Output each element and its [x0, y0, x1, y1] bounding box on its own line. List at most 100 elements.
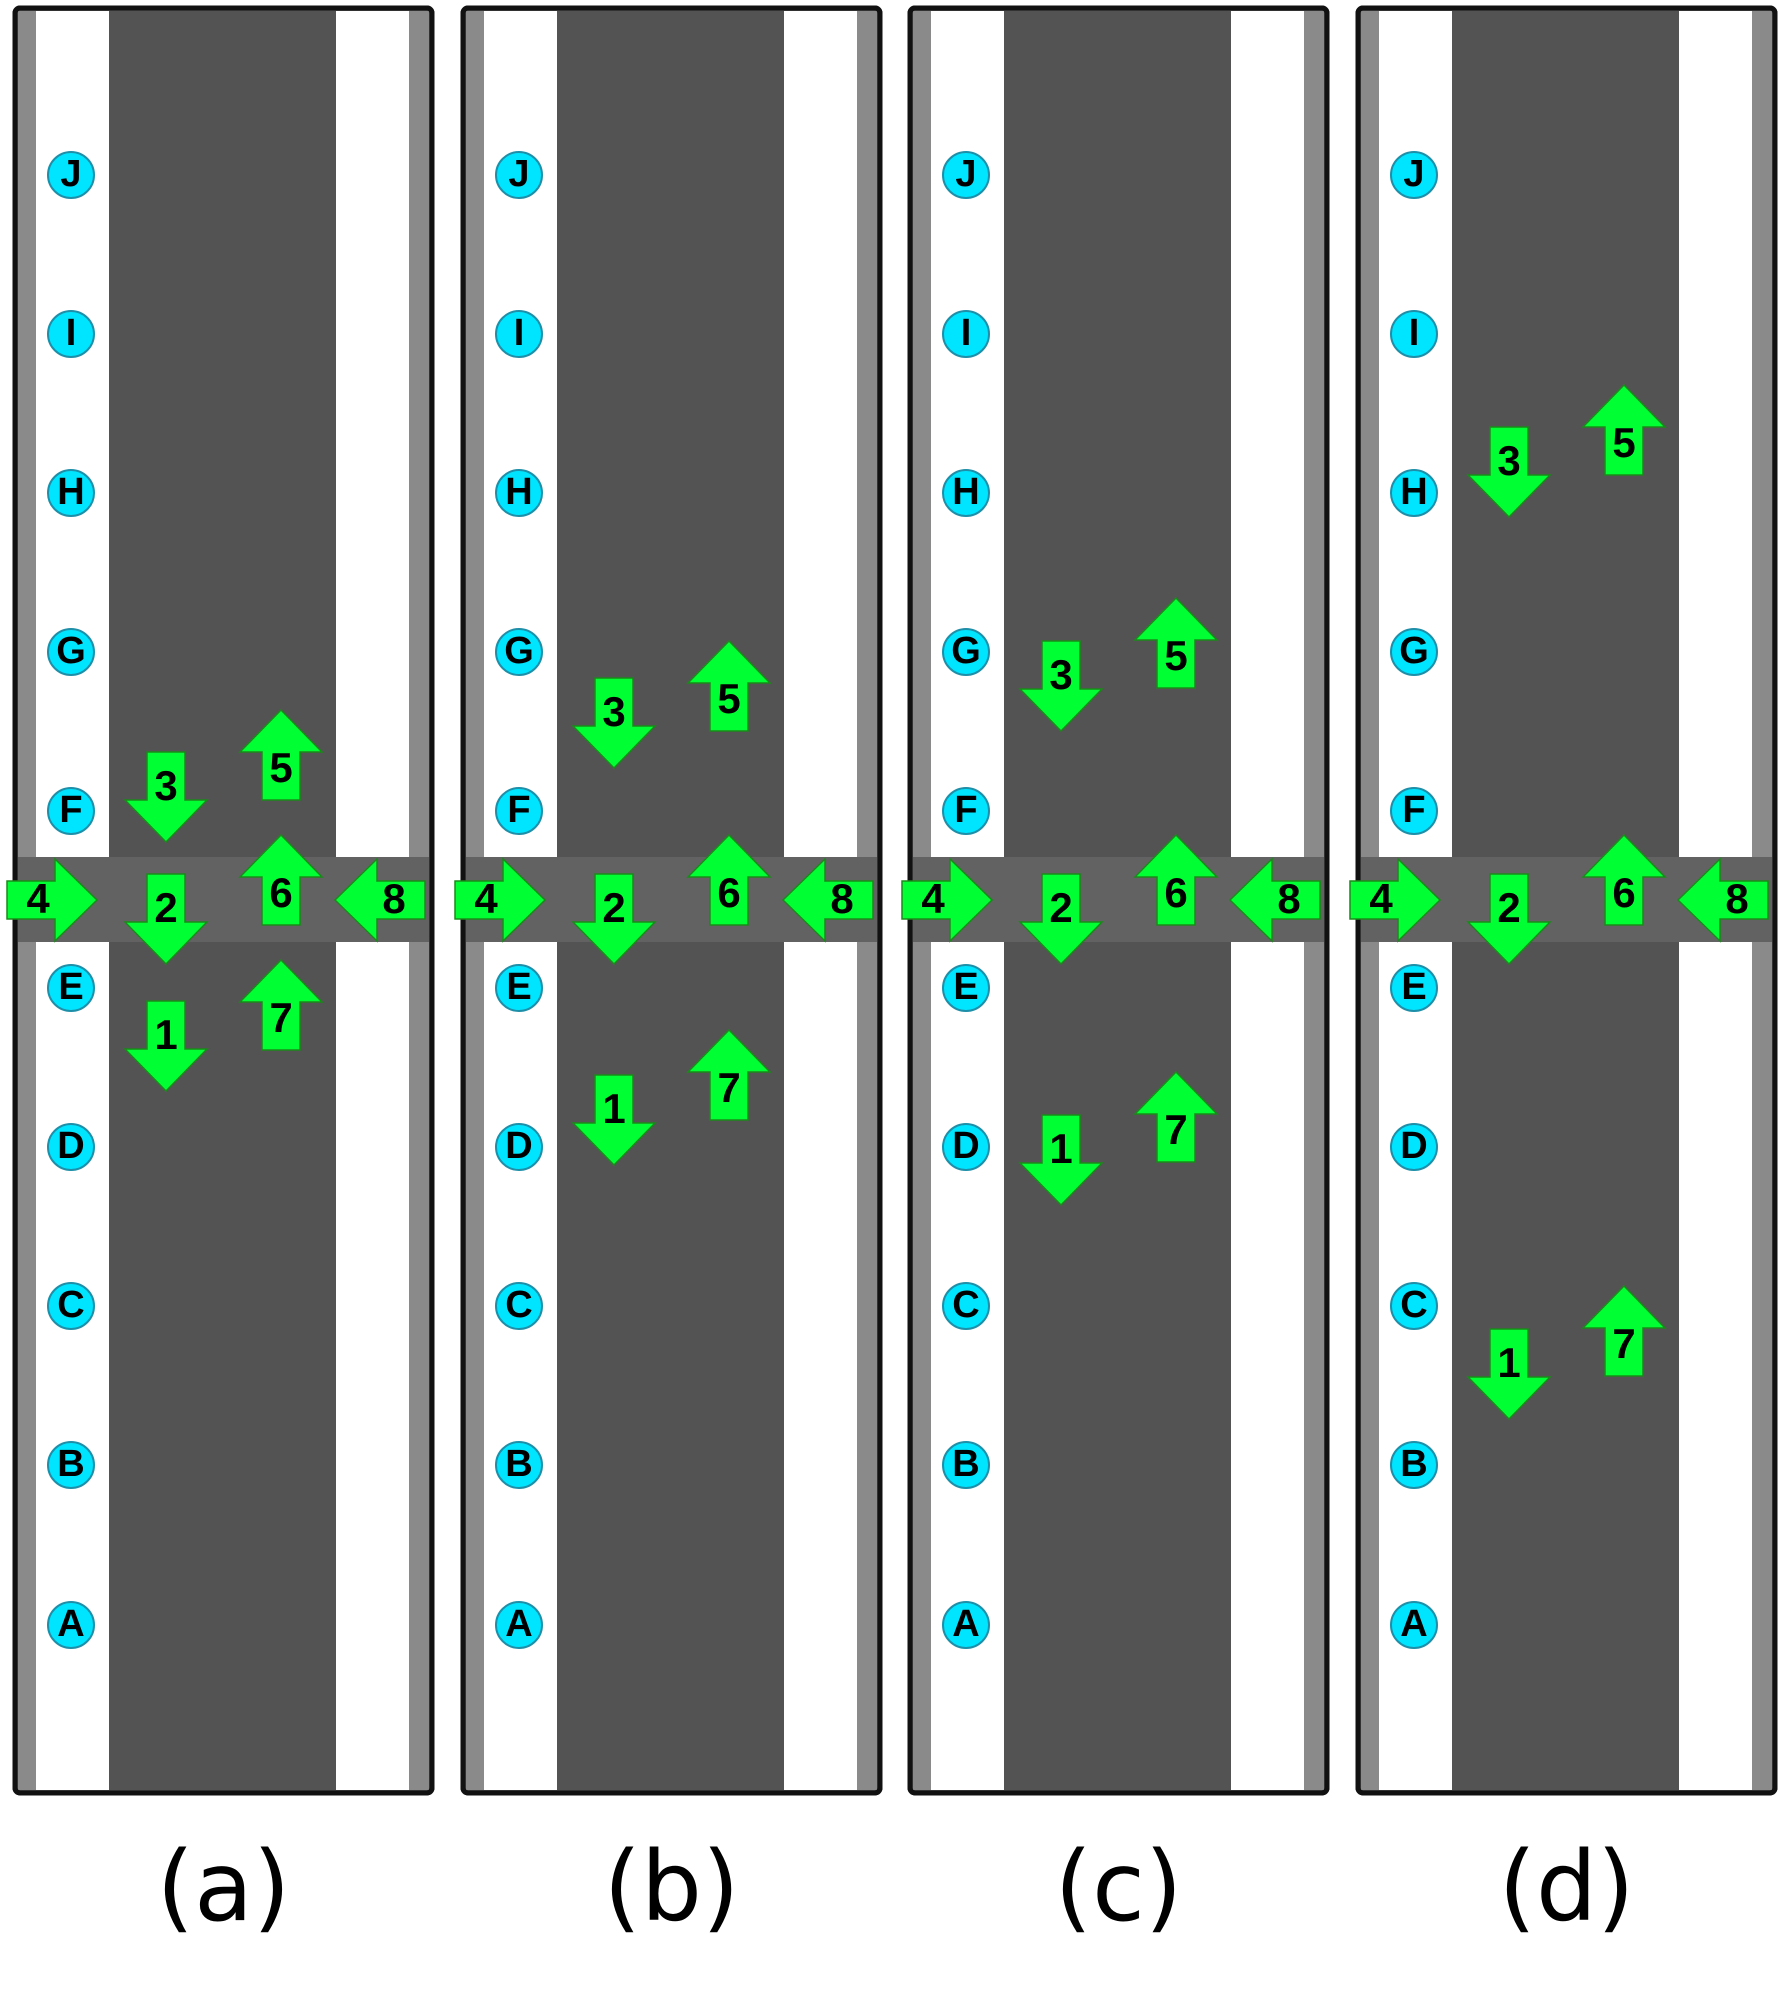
- marker-h: H: [495, 469, 543, 517]
- arrow-label: 4: [26, 875, 50, 922]
- arrow-1-down: 1: [1466, 1328, 1552, 1421]
- marker-f: F: [1390, 787, 1438, 835]
- marker-label: I: [961, 312, 972, 354]
- arrow-shape: [1581, 1284, 1667, 1377]
- arrow-shape: [238, 958, 324, 1051]
- arrow-label: 5: [269, 744, 292, 791]
- arrow-label: 5: [717, 675, 740, 722]
- marker-circle: [942, 628, 990, 676]
- arrow-shape: [238, 833, 324, 926]
- arrow-shape: [333, 857, 426, 943]
- marker-label: G: [1399, 630, 1429, 672]
- arrow-label: 1: [602, 1085, 625, 1132]
- marker-circle: [47, 1601, 95, 1649]
- marker-label: D: [57, 1125, 84, 1167]
- arrow-label: 8: [382, 875, 405, 922]
- marker-circle: [1390, 1282, 1438, 1330]
- arrow-label: 7: [1612, 1320, 1635, 1367]
- arrow-shape: [1466, 426, 1552, 519]
- arrow-shape: [1228, 857, 1321, 943]
- marker-a: A: [942, 1601, 990, 1649]
- arrow-label: 3: [1497, 437, 1520, 484]
- arrow-shape: [571, 873, 657, 966]
- marker-j: J: [495, 151, 543, 199]
- arrow-label: 7: [269, 994, 292, 1041]
- marker-label: G: [951, 630, 981, 672]
- marker-label: A: [57, 1603, 84, 1645]
- arrow-8-left: 8: [781, 857, 874, 943]
- marker-label: E: [953, 966, 978, 1008]
- marker-label: D: [952, 1125, 979, 1167]
- arrow-3-down: 3: [1018, 640, 1104, 733]
- arrow-label: 2: [1497, 884, 1520, 931]
- arrow-shape: [571, 677, 657, 770]
- arrow-shape: [1349, 857, 1442, 943]
- arrow-label: 1: [154, 1011, 177, 1058]
- marker-circle: [47, 1441, 95, 1489]
- marker-label: H: [952, 471, 979, 513]
- marker-circle: [495, 1282, 543, 1330]
- marker-circle: [495, 1123, 543, 1171]
- marker-d: D: [1390, 1123, 1438, 1171]
- marker-label: B: [505, 1443, 532, 1485]
- arrow-shape: [901, 857, 994, 943]
- arrow-shape: [238, 708, 324, 801]
- arrow-label: 8: [1277, 875, 1300, 922]
- arrow-6-up: 6: [1133, 833, 1219, 926]
- arrow-shape: [1581, 833, 1667, 926]
- marker-circle: [1390, 1441, 1438, 1489]
- marker-circle: [495, 469, 543, 517]
- arrow-5-up: 5: [686, 639, 772, 732]
- panel-a: J I H G F E D C B A 1 2 3 4 5 6 7 8 (a): [6, 5, 435, 1943]
- marker-label: F: [59, 789, 82, 831]
- marker-circle: [1390, 151, 1438, 199]
- arrow-label: 4: [921, 875, 945, 922]
- marker-circle: [942, 1441, 990, 1489]
- arrow-1-down: 1: [571, 1074, 657, 1167]
- arrow-7-up: 7: [238, 958, 324, 1051]
- marker-label: J: [1403, 153, 1424, 195]
- marker-a: A: [495, 1601, 543, 1649]
- arrow-2-down: 2: [123, 873, 209, 966]
- panel-caption: (d): [1499, 1831, 1635, 1943]
- arrow-label: 3: [154, 762, 177, 809]
- arrow-label: 6: [1612, 869, 1635, 916]
- arrow-8-left: 8: [1676, 857, 1769, 943]
- arrow-6-up: 6: [238, 833, 324, 926]
- marker-label: A: [1400, 1603, 1427, 1645]
- arrow-label: 7: [717, 1064, 740, 1111]
- panel-d: J I H G F E D C B A 1 2 3 4 5 6 7 8 (d): [1349, 5, 1778, 1943]
- arrow-label: 5: [1164, 632, 1187, 679]
- arrow-1-down: 1: [1018, 1114, 1104, 1207]
- arrow-label: 5: [1612, 419, 1635, 466]
- marker-circle: [942, 787, 990, 835]
- arrow-shape: [1018, 1114, 1104, 1207]
- marker-label: H: [1400, 471, 1427, 513]
- marker-circle: [495, 310, 543, 358]
- marker-h: H: [1390, 469, 1438, 517]
- arrow-shape: [123, 873, 209, 966]
- arrow-shape: [686, 833, 772, 926]
- arrow-shape: [1466, 873, 1552, 966]
- marker-label: A: [952, 1603, 979, 1645]
- marker-i: I: [942, 310, 990, 358]
- arrow-label: 4: [474, 875, 498, 922]
- marker-label: J: [508, 153, 529, 195]
- marker-circle: [47, 469, 95, 517]
- marker-g: G: [495, 628, 543, 676]
- arrow-label: 1: [1497, 1339, 1520, 1386]
- marker-c: C: [47, 1282, 95, 1330]
- marker-h: H: [47, 469, 95, 517]
- marker-circle: [47, 628, 95, 676]
- marker-circle: [942, 1123, 990, 1171]
- arrow-shape: [571, 1074, 657, 1167]
- marker-i: I: [495, 310, 543, 358]
- arrow-label: 6: [717, 869, 740, 916]
- marker-circle: [495, 787, 543, 835]
- marker-circle: [495, 964, 543, 1012]
- marker-circle: [47, 1123, 95, 1171]
- marker-h: H: [942, 469, 990, 517]
- marker-circle: [495, 1601, 543, 1649]
- marker-i: I: [1390, 310, 1438, 358]
- marker-label: J: [60, 153, 81, 195]
